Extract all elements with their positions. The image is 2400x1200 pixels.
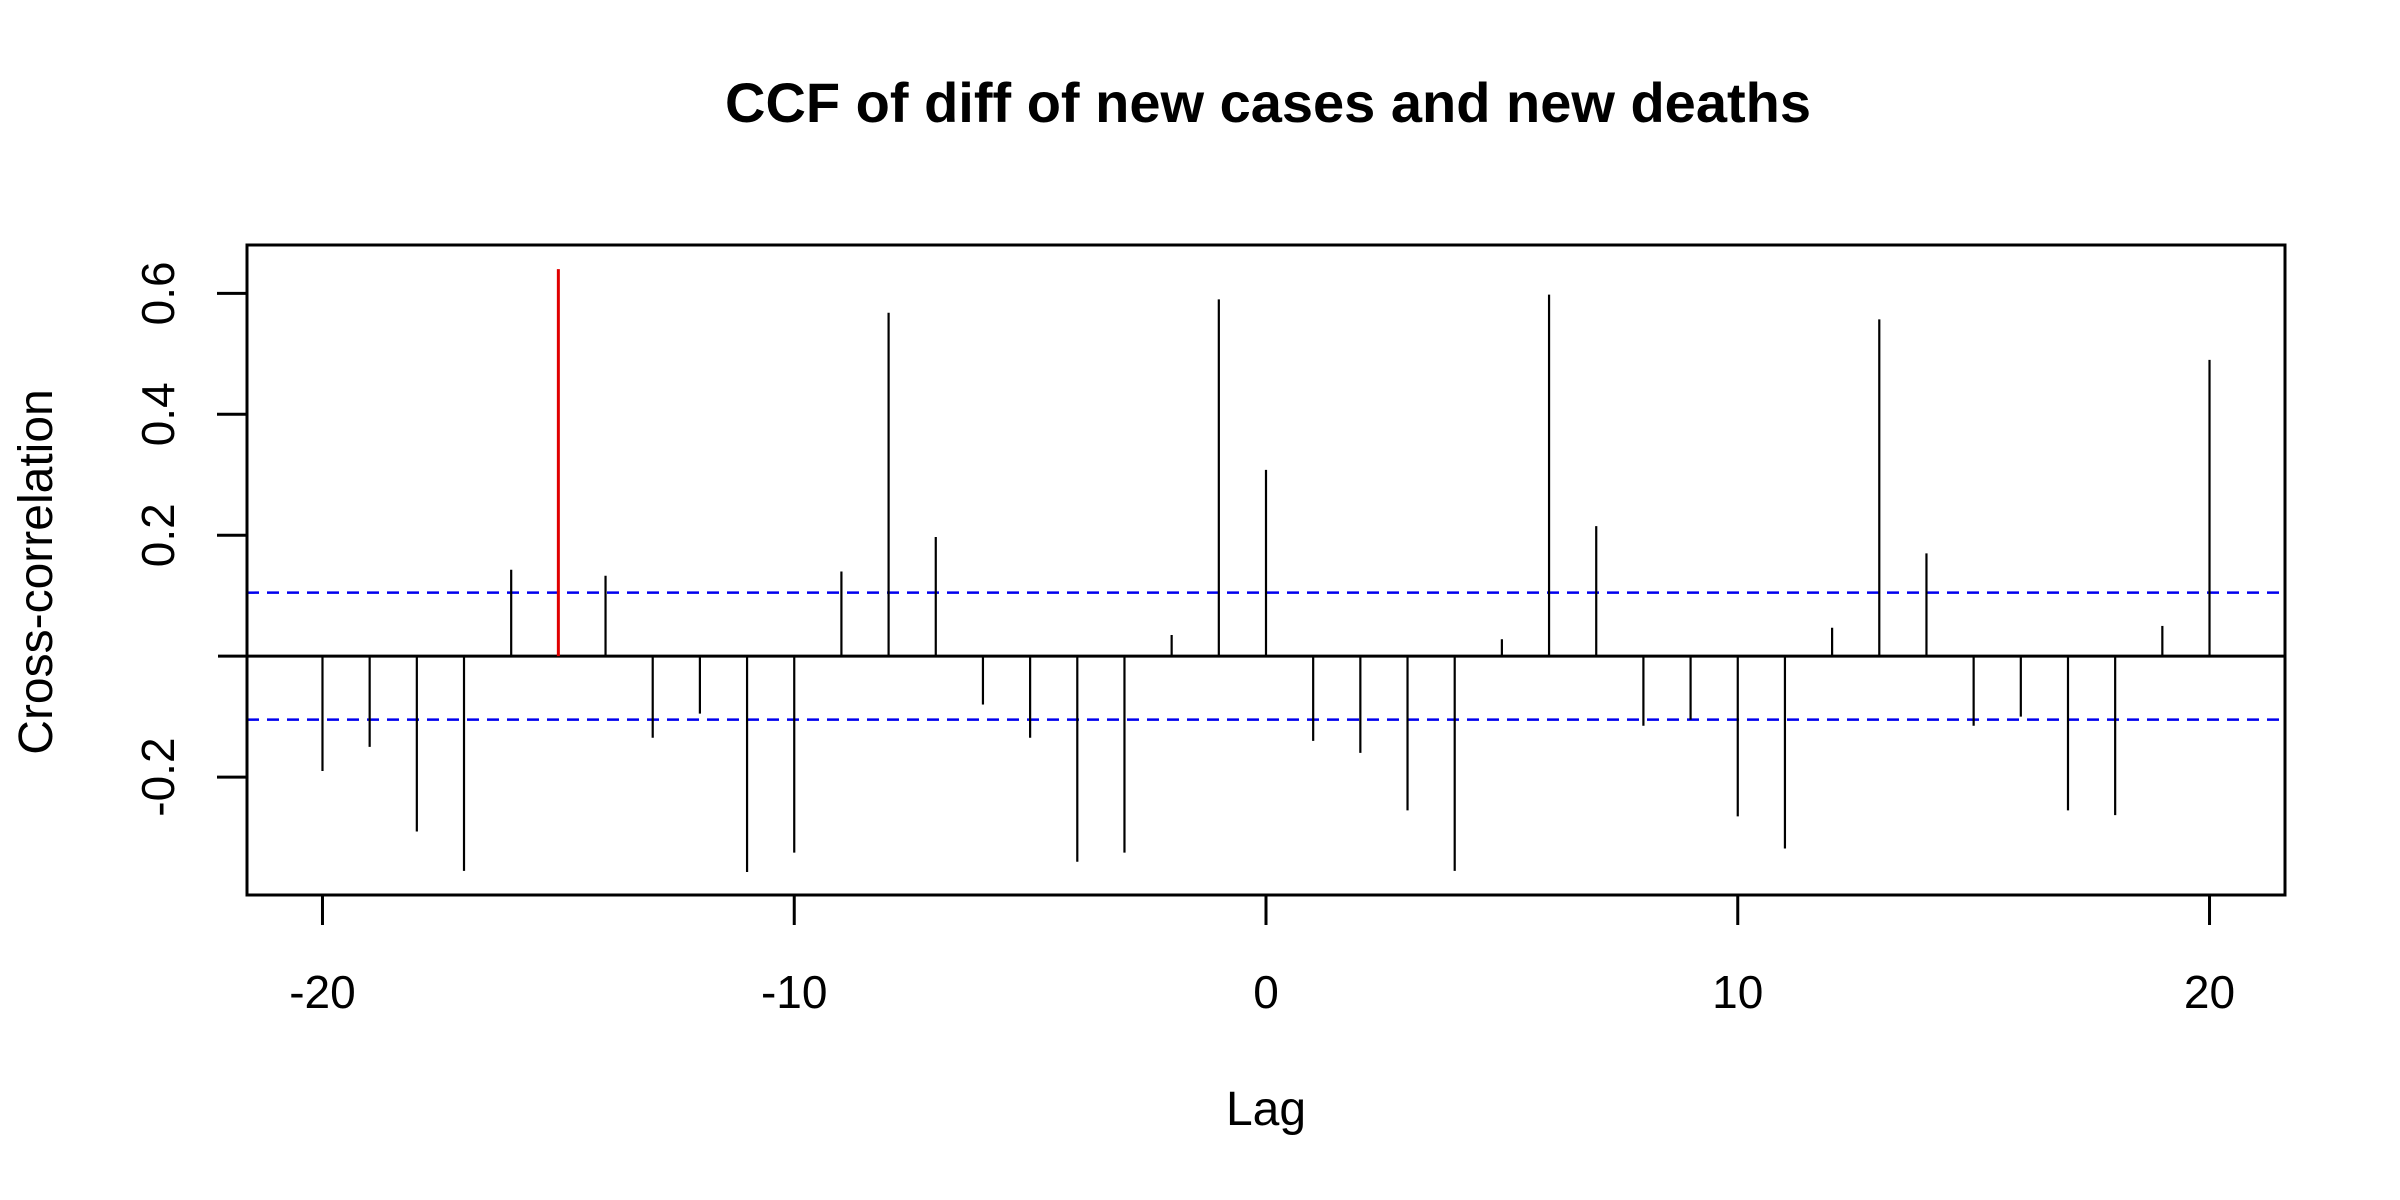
y-axis-label: Cross-correlation: [10, 389, 63, 754]
x-tick-label: -10: [761, 966, 827, 1018]
chart-title: CCF of diff of new cases and new deaths: [725, 71, 1811, 134]
x-axis: -20 -10 0 10 20: [289, 893, 2235, 1018]
x-tick-label: -20: [289, 966, 355, 1018]
x-tick-label: 0: [1253, 966, 1279, 1018]
y-tick-label: 0.6: [132, 261, 184, 325]
y-tick-label: 0.4: [132, 382, 184, 446]
x-tick-label: 20: [2184, 966, 2235, 1018]
x-axis-label: Lag: [1226, 1083, 1306, 1136]
y-axis: -0.2 0.2 0.4 0.6: [132, 261, 249, 817]
ccf-bars: [321, 269, 2211, 873]
y-tick-label: -0.2: [132, 737, 184, 816]
x-tick-label: 10: [1712, 966, 1763, 1018]
y-tick-label: 0.2: [132, 503, 184, 567]
